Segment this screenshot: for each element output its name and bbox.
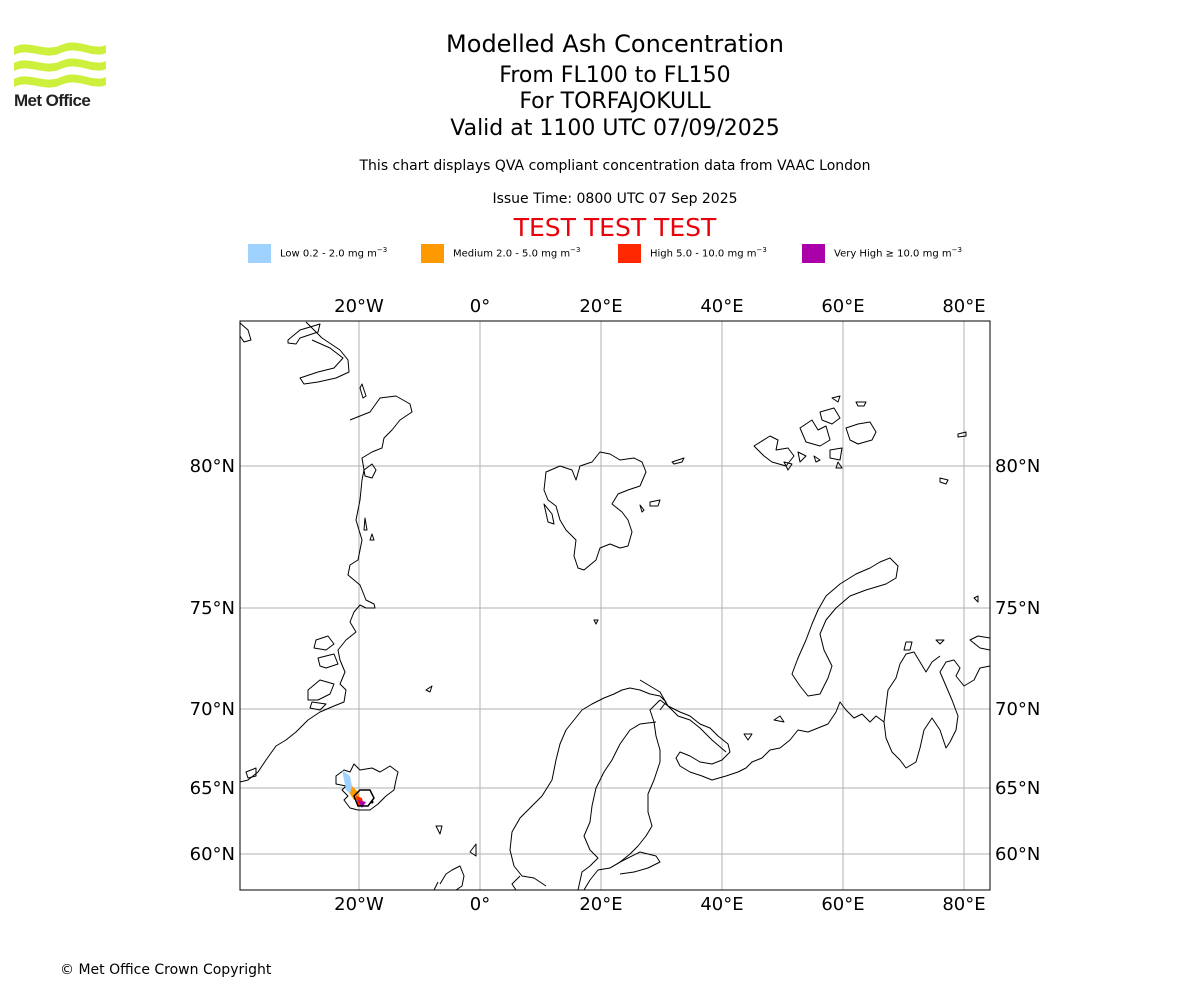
lon-labels-bottom: 20°W 0° 20°E 40°E 60°E 80°E [334,894,985,915]
copyright-notice: © Met Office Crown Copyright [60,962,272,978]
legend-swatch-high [618,244,641,263]
issue-time: Issue Time: 0800 UTC 07 Sep 2025 [492,191,738,207]
lon-label: 60°E [821,296,864,317]
lat-label: 70°N [190,699,235,720]
lat-label: 80°N [190,456,235,477]
title-line-1: Modelled Ash Concentration [446,30,784,58]
lat-label: 65°N [995,778,1040,799]
legend-label-medium: Medium 2.0 - 5.0 mg m [453,248,571,260]
ash-plume [342,770,375,808]
lon-label: 0° [470,894,490,915]
map-frame [239,320,991,891]
lon-label: 80°E [942,296,985,317]
legend-label-low: Low 0.2 - 2.0 mg m [280,248,377,260]
lon-label: 20°E [579,894,622,915]
lon-label: 20°E [579,296,622,317]
test-banner: TEST TEST TEST [513,213,717,242]
title-line-3: For TORFAJOKULL [519,89,711,114]
lat-label: 60°N [190,844,235,865]
lat-labels-left: 80°N 75°N 70°N 65°N 60°N [190,456,235,865]
volcano-marker-icon [370,800,374,804]
legend-label-high: High 5.0 - 10.0 mg m [650,248,757,260]
lon-label: 20°W [334,894,384,915]
ash-region-very-high [358,800,366,808]
volcano-hexagon-icon [353,789,375,807]
legend-label-very-high: Very High ≥ 10.0 mg m [834,248,952,260]
lat-label: 65°N [190,778,235,799]
lat-label: 60°N [995,844,1040,865]
lat-labels-right: 80°N 75°N 70°N 65°N 60°N [995,456,1040,865]
title-line-4: Valid at 1100 UTC 07/09/2025 [450,116,780,141]
lat-label: 75°N [190,598,235,619]
legend-swatch-very-high [802,244,825,263]
lon-label: 20°W [334,296,384,317]
legend-swatch-low [248,244,271,263]
lat-label: 80°N [995,456,1040,477]
lat-label: 75°N [995,598,1040,619]
qva-subtitle: This chart displays QVA compliant concen… [359,158,871,174]
lon-label: 0° [470,296,490,317]
logo-wordmark: Met Office [14,91,91,110]
lon-label: 40°E [700,296,743,317]
met-office-logo [14,42,106,88]
lon-labels-top: 20°W 0° 20°E 40°E 60°E 80°E [334,296,985,317]
lon-label: 60°E [821,894,864,915]
lon-label: 40°E [700,894,743,915]
lon-label: 80°E [942,894,985,915]
title-line-2: From FL100 to FL150 [499,63,731,88]
legend-swatch-medium [421,244,444,263]
lat-label: 70°N [995,699,1040,720]
ash-concentration-map: 20°W 0° 20°E 40°E 60°E 80°E 20°W 0° 20°E… [190,296,1041,915]
coastlines [239,321,991,891]
graticule [240,321,990,890]
